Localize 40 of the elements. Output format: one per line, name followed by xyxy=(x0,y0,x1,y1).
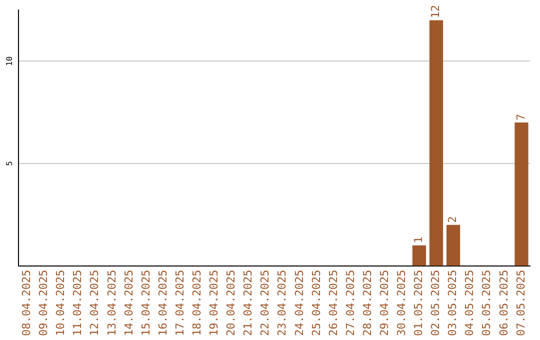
data-label: 2 xyxy=(446,216,460,223)
x-tick-label: 29.04.2025 xyxy=(378,270,391,336)
x-tick-label: 12.04.2025 xyxy=(88,270,102,336)
x-tick-label: 24.04.2025 xyxy=(292,270,306,336)
x-tick-label: 23.04.2025 xyxy=(276,270,289,336)
x-tick-label: 22.04.2025 xyxy=(258,270,272,336)
x-tick-label: 27.04.2025 xyxy=(344,270,357,336)
x-tick-label: 04.05.2025 xyxy=(463,270,476,336)
x-tick-label: 20.04.2025 xyxy=(224,270,238,336)
x-tick-label: 14.04.2025 xyxy=(122,270,136,336)
x-tick-label: 13.04.2025 xyxy=(105,270,118,336)
data-label: 7 xyxy=(514,114,528,121)
y-tick-label: 5 xyxy=(5,160,14,166)
y-tick-label: 10 xyxy=(5,56,14,66)
x-tick-label: 15.04.2025 xyxy=(139,270,152,336)
x-tick-label: 11.04.2025 xyxy=(71,270,84,336)
x-tick-label: 30.04.2025 xyxy=(395,270,408,336)
x-tick-label: 01.05.2025 xyxy=(412,270,426,336)
data-label: 1 xyxy=(412,236,426,244)
bar xyxy=(412,245,426,266)
bar xyxy=(446,224,460,266)
x-tick-label: 28.04.2025 xyxy=(360,270,374,336)
x-tick-label: 26.04.2025 xyxy=(326,270,340,336)
x-tick-label: 17.04.2025 xyxy=(173,270,186,336)
data-label: 12 xyxy=(429,4,442,18)
x-tick-label: 16.04.2025 xyxy=(156,270,170,336)
x-tick-label: 25.04.2025 xyxy=(310,270,323,336)
x-tick-label: 21.04.2025 xyxy=(242,270,255,336)
x-tick-label: 03.05.2025 xyxy=(446,270,460,336)
x-tick-label: 07.05.2025 xyxy=(514,270,528,336)
x-tick-label: 06.05.2025 xyxy=(497,270,510,336)
x-tick-label: 09.04.2025 xyxy=(37,270,50,336)
x-tick-label: 05.05.2025 xyxy=(480,270,494,336)
x-tick-label: 08.04.2025 xyxy=(20,270,34,336)
x-tick-label: 02.05.2025 xyxy=(429,270,442,336)
x-tick-label: 19.04.2025 xyxy=(208,270,221,336)
bar xyxy=(514,122,528,266)
x-tick-label: 18.04.2025 xyxy=(190,270,204,336)
bar xyxy=(429,20,444,266)
x-tick-label: 10.04.2025 xyxy=(54,270,68,336)
